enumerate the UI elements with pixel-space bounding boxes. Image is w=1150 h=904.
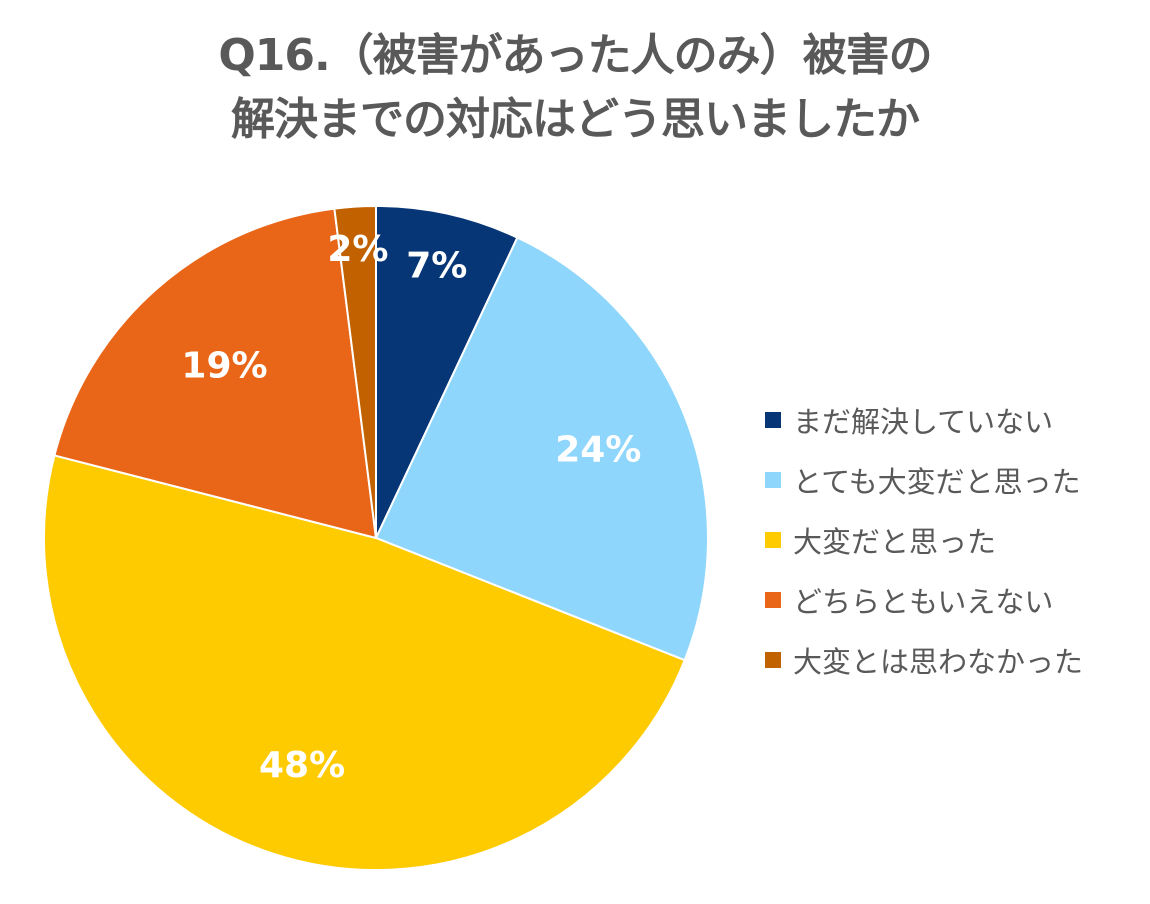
legend-label: 大変とは思わなかった [793, 645, 1084, 679]
legend-item-3: 大変だと思った [765, 510, 1145, 570]
pie-slice-2 [374, 236, 709, 662]
data-label-4: 19% [181, 346, 267, 387]
pie-slice-1 [375, 204, 519, 539]
chart-title-line-1: Q16.（被害があった人のみ）被害の [218, 30, 932, 81]
legend-swatch [765, 412, 781, 428]
pie-slice-5 [333, 204, 377, 539]
chart-title-line-2: 解決までの対応はどう思いましたか [231, 94, 920, 145]
legend-label: 大変だと思った [793, 525, 997, 559]
legend-label: どちらともいえない [793, 585, 1054, 619]
legend-item-4: どちらともいえない [765, 570, 1145, 630]
data-label-2: 24% [555, 430, 641, 471]
legend-swatch [765, 592, 781, 608]
pie-slices [43, 204, 709, 872]
chart-title: Q16.（被害があった人のみ）被害の 解決までの対応はどう思いましたか [0, 24, 1150, 152]
legend-swatch [765, 472, 781, 488]
legend-item-1: まだ解決していない [765, 390, 1145, 450]
legend-item-2: とても大変だと思った [765, 450, 1145, 510]
legend: まだ解決していない とても大変だと思った 大変だと思ったどちらともいえない 大変とは思… [765, 390, 1145, 690]
legend-label: とても大変だと思った [793, 465, 1081, 499]
legend-swatch [765, 652, 781, 668]
legend-swatch [765, 532, 781, 548]
pie-slice-4 [53, 207, 378, 540]
legend-item-5: 大変とは思わなかった [765, 630, 1145, 690]
data-label-1: 7% [406, 245, 467, 286]
data-label-5: 2% [327, 229, 388, 270]
pie-slice-3 [43, 454, 686, 872]
data-label-3: 48% [259, 745, 345, 786]
pie-data-labels: 7% 24% 48% 19% 2% [181, 229, 641, 786]
legend-label: まだ解決していない [793, 405, 1054, 439]
